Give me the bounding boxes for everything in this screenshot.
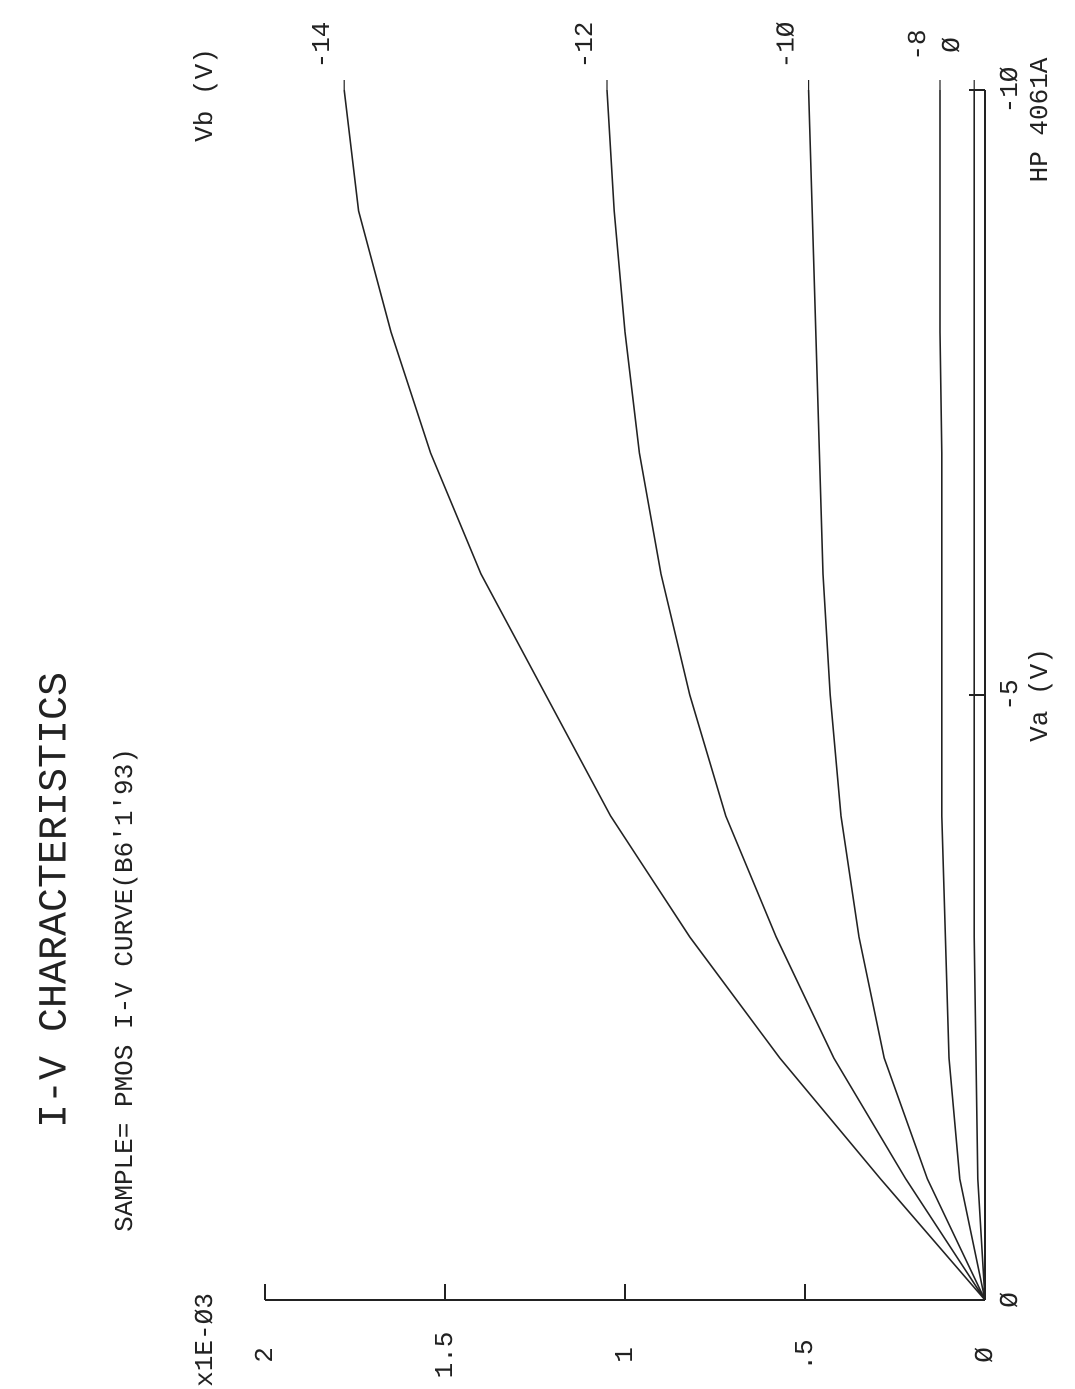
series-line bbox=[973, 90, 986, 1301]
series-line bbox=[939, 90, 986, 1301]
legend-label: -8 bbox=[903, 29, 933, 60]
series-line bbox=[606, 89, 986, 1301]
y-tick-label: 2 bbox=[250, 1347, 280, 1363]
x-tick-label: -5 bbox=[995, 679, 1025, 710]
legend-title: Vb (V) bbox=[190, 48, 220, 142]
y-tick-label: Ø bbox=[970, 1347, 1000, 1363]
y-tick-label: .5 bbox=[790, 1339, 820, 1370]
legend-label: -1Ø bbox=[771, 22, 801, 69]
legend-label: -12 bbox=[570, 22, 600, 69]
y-axis-label: x1E-Ø3 bbox=[190, 1293, 220, 1387]
instrument-label: HP 4061A bbox=[1025, 57, 1055, 182]
y-tick-label: 1.5 bbox=[430, 1332, 460, 1379]
legend-label: Ø bbox=[937, 37, 967, 53]
series-line bbox=[343, 89, 986, 1301]
legend-label: -14 bbox=[307, 22, 337, 69]
x-axis-label: Va (V) bbox=[1025, 648, 1055, 742]
series-line bbox=[807, 89, 986, 1301]
chart-subtitle: SAMPLE= PMOS I-V CURVE(B6'1'93) bbox=[110, 748, 140, 1232]
y-tick-label: 1 bbox=[610, 1347, 640, 1363]
x-tick-label: -1Ø bbox=[995, 67, 1025, 114]
chart-title: I-V CHARACTERISTICS bbox=[34, 672, 79, 1128]
x-tick-label: Ø bbox=[995, 1292, 1025, 1308]
